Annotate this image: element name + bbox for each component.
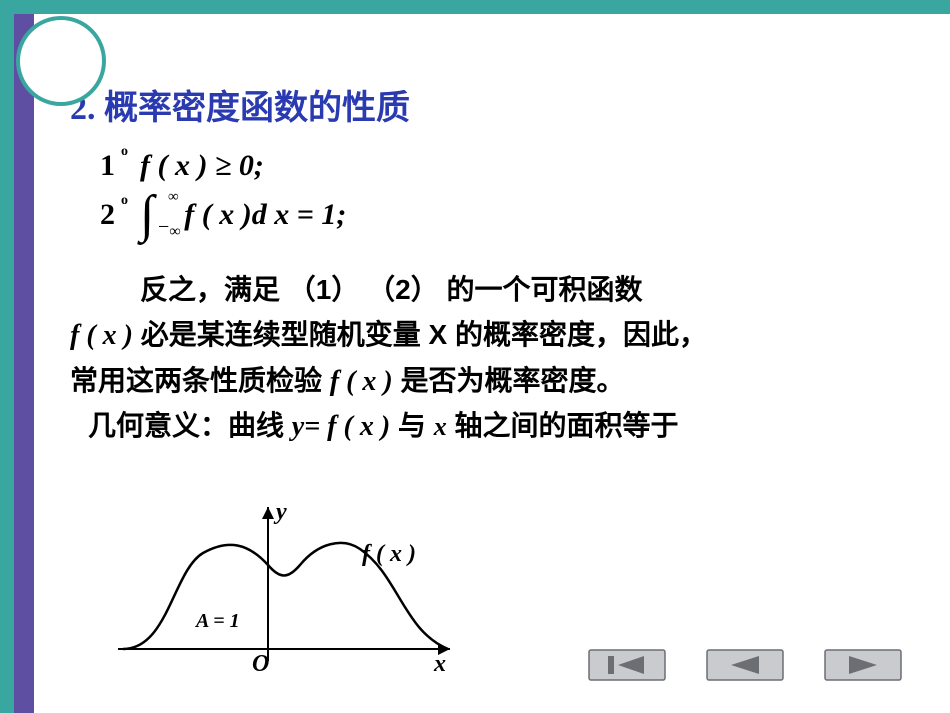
- para4-x: x: [434, 412, 447, 441]
- slide-content: 2. 概率密度函数的性质 1 o f ( x ) ≥ 0; 2 o ∫ ∞ −∞…: [50, 30, 932, 695]
- area-label: A = 1: [194, 610, 240, 632]
- integral-symbol: ∫ ∞ −∞: [140, 185, 154, 244]
- para3-pre: 常用这两条性质检验: [70, 365, 330, 396]
- property-1: 1 o f ( x ) ≥ 0;: [100, 149, 922, 183]
- prop1-degree: o: [121, 144, 128, 160]
- decor-purple-strip: [14, 14, 34, 713]
- nav-first-button[interactable]: [588, 649, 666, 681]
- slide-title: 2. 概率密度函数的性质: [70, 80, 922, 129]
- x-axis-label: x: [433, 651, 446, 677]
- paragraph-1: 反之，满足 （1） （2） 的一个可积函数: [70, 268, 922, 313]
- paragraph-4: 几何意义：曲线 y= f ( x ) 与 x 轴之间的面积等于: [88, 404, 922, 450]
- integral-upper: ∞: [168, 189, 179, 206]
- nav-first-bar: [608, 656, 614, 674]
- paragraph-3: 常用这两条性质检验 f ( x ) 是否为概率密度。: [70, 359, 922, 405]
- para4-mid: 与: [390, 410, 434, 441]
- paragraph-2: f ( x ) 必是某连续型随机变量 X 的概率密度，因此，: [70, 313, 922, 359]
- para4-post: 轴之间的面积等于: [447, 410, 679, 441]
- prop1-expression: f ( x ) ≥ 0;: [140, 149, 264, 183]
- para4-pre: 几何意义：曲线: [88, 410, 292, 441]
- curve-label: f ( x ): [362, 541, 416, 567]
- decor-left-bar: [0, 0, 14, 713]
- prop2-degree: o: [121, 193, 128, 209]
- para4-fx: f ( x ): [327, 411, 390, 442]
- para4-y: y=: [292, 411, 327, 442]
- y-axis-arrow: [262, 507, 274, 519]
- prop2-number: 2: [100, 198, 115, 232]
- int-lower-inf: ∞: [169, 223, 180, 240]
- nav-prev-button[interactable]: [706, 649, 784, 681]
- para3-fx: f ( x ): [330, 366, 393, 397]
- decor-top-bar: [0, 0, 950, 14]
- origin-label: O: [252, 651, 269, 677]
- integral: ∫ ∞ −∞ f ( x )d x = 1;: [140, 185, 346, 244]
- decor-corner-circle: [16, 16, 106, 106]
- nav-buttons: [588, 649, 902, 681]
- prop2-expression: f ( x )d x = 1;: [184, 198, 346, 232]
- property-2: 2 o ∫ ∞ −∞ f ( x )d x = 1;: [100, 185, 922, 244]
- prop1-number: 1: [100, 149, 115, 183]
- y-axis-label: y: [273, 499, 287, 525]
- para2-text: 必是某连续型随机变量 X 的概率密度，因此，: [133, 319, 707, 350]
- pdf-graph: y x O f ( x ) A = 1: [108, 491, 454, 681]
- int-lower-neg: −: [158, 216, 169, 238]
- para2-fx: f ( x ): [70, 320, 133, 351]
- para3-post: 是否为概率密度。: [393, 365, 625, 396]
- integral-lower: −∞: [158, 219, 181, 242]
- nav-next-button[interactable]: [824, 649, 902, 681]
